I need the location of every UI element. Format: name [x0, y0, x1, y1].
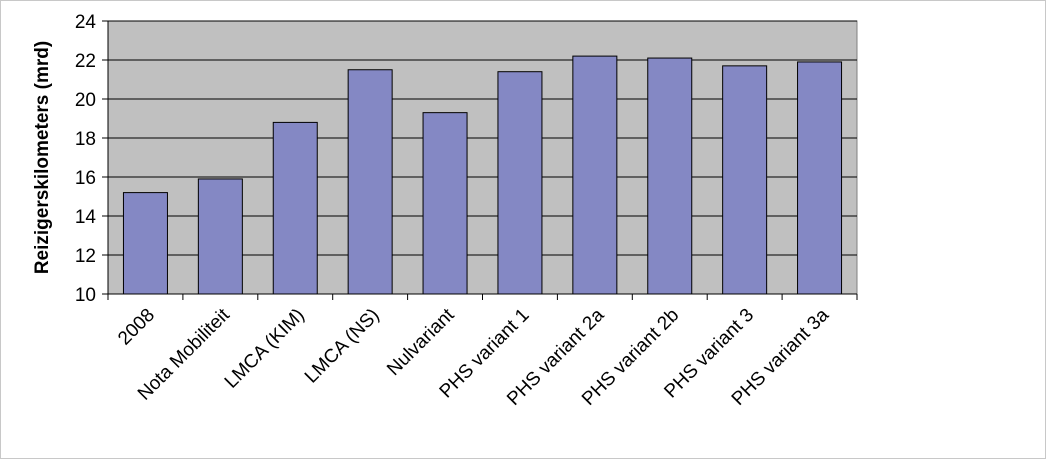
y-tick-label: 16: [75, 168, 96, 189]
y-tick-label: 12: [75, 246, 96, 267]
y-tick-label: 10: [75, 285, 96, 306]
bar: [197, 178, 243, 295]
bar: [797, 61, 843, 295]
y-axis-title: Reizigerskilometers (mrd): [32, 41, 53, 274]
bar: [647, 57, 693, 295]
bar: [497, 71, 543, 295]
y-tick-label: 22: [75, 51, 96, 72]
bars: [122, 55, 843, 295]
y-tick-label: 20: [75, 90, 96, 111]
y-tick-label: 14: [75, 207, 97, 228]
bar: [347, 69, 393, 295]
y-tick-label: 24: [75, 12, 97, 33]
bar: [122, 192, 168, 295]
bar: [422, 112, 468, 295]
y-tick-labels: 10 12 14 16 18 20 22 24: [75, 12, 97, 306]
bar: [572, 55, 618, 295]
axes: [102, 20, 858, 300]
y-tick-label: 18: [75, 129, 96, 150]
bar: [722, 65, 768, 295]
bar: [272, 121, 318, 295]
